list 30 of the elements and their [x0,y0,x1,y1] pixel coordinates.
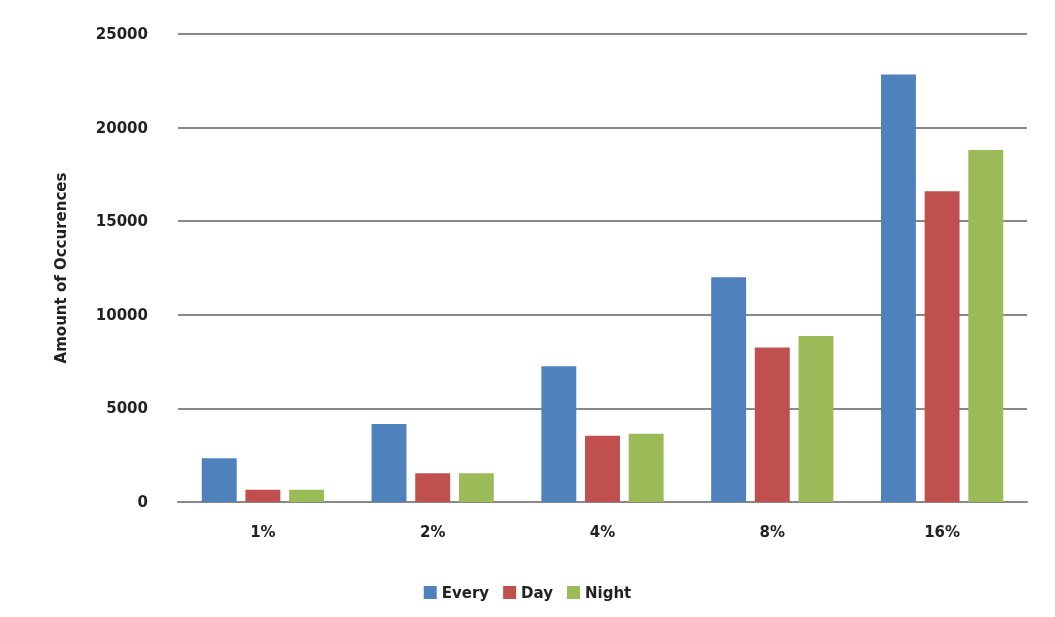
bar [245,489,281,502]
legend-label: Day [521,583,554,602]
x-tick-label: 4% [589,522,616,541]
bar [201,458,237,502]
x-tick-label: 8% [759,522,786,541]
bar [585,435,620,502]
x-tick-label: 2% [419,522,446,541]
bar [754,347,790,502]
x-tick-label: 16% [924,522,961,541]
y-tick-label: 20000 [95,118,148,137]
bar [628,433,664,502]
y-tick-label: 25000 [95,25,148,43]
x-tick-label: 1% [250,522,276,541]
y-tick-label: 15000 [95,212,148,231]
bar [415,473,451,502]
bar [541,366,577,502]
bar [289,489,325,502]
y-tick-label: 0 [137,493,148,511]
legend-label: Night [584,583,632,602]
y-tick-label: 10000 [95,305,148,324]
bar [798,335,834,502]
y-axis-title: Amount of Occurences [51,172,70,364]
y-tick-label: 5000 [106,399,148,418]
bar [371,424,407,502]
bar [458,473,494,502]
bar [711,277,747,502]
bar [880,74,916,502]
bar [924,191,960,502]
bar [968,149,1004,502]
legend-label: Every [441,583,490,602]
